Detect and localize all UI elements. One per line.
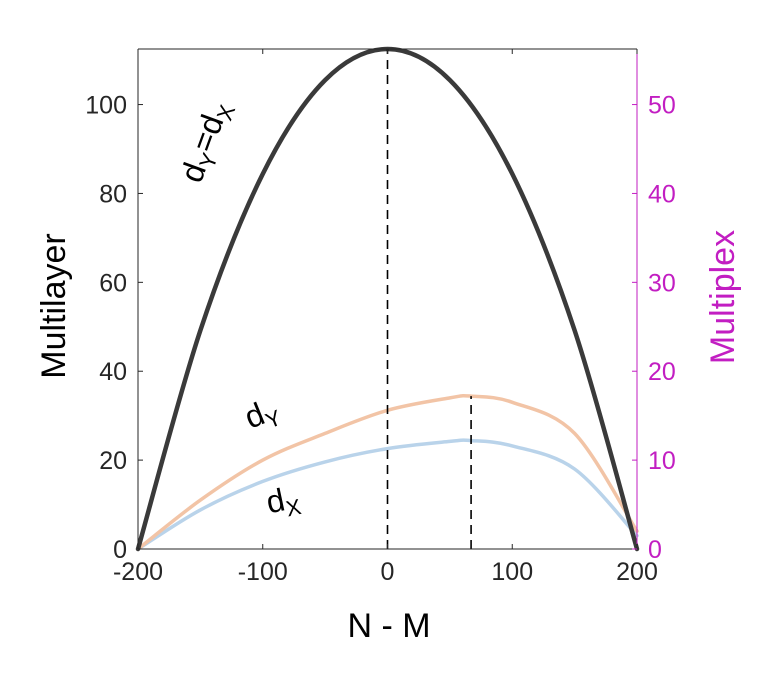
y-tick-label-right: 20 [648, 358, 676, 386]
x-axis-title: N - M [347, 607, 430, 645]
y-tick-label-left: 0 [113, 536, 127, 564]
x-tick-label: 100 [491, 558, 533, 586]
curve-label-dx: dX [263, 478, 304, 525]
x-tick-label: -200 [113, 558, 163, 586]
x-tick-label: -100 [238, 558, 288, 586]
x-tick-label: 200 [616, 558, 658, 586]
y-axis-title-left: Multilayer [35, 233, 73, 378]
series-dx-line [136, 438, 639, 551]
y-tick-label-left: 60 [99, 269, 127, 297]
y-tick-label-right: 0 [648, 536, 662, 564]
y-tick-label-left: 100 [85, 92, 127, 120]
curve-label-dy: dY [239, 390, 285, 440]
y-tick-label-left: 20 [99, 447, 127, 475]
curve-label-dy-eq-dx: dY=dX [173, 96, 240, 189]
y-tick-label-left: 40 [99, 358, 127, 386]
y-tick-label-right: 30 [648, 269, 676, 297]
y-tick-label-right: 40 [648, 180, 676, 208]
reference-lines-layer [386, 49, 472, 549]
x-tick-label: 0 [381, 558, 395, 586]
y-tick-label-left: 80 [99, 180, 127, 208]
y-tick-label-right: 50 [648, 92, 676, 120]
y-tick-label-right: 10 [648, 447, 676, 475]
series-dy-line [136, 393, 639, 551]
y-axis-title-right: Multiplex [704, 230, 742, 364]
